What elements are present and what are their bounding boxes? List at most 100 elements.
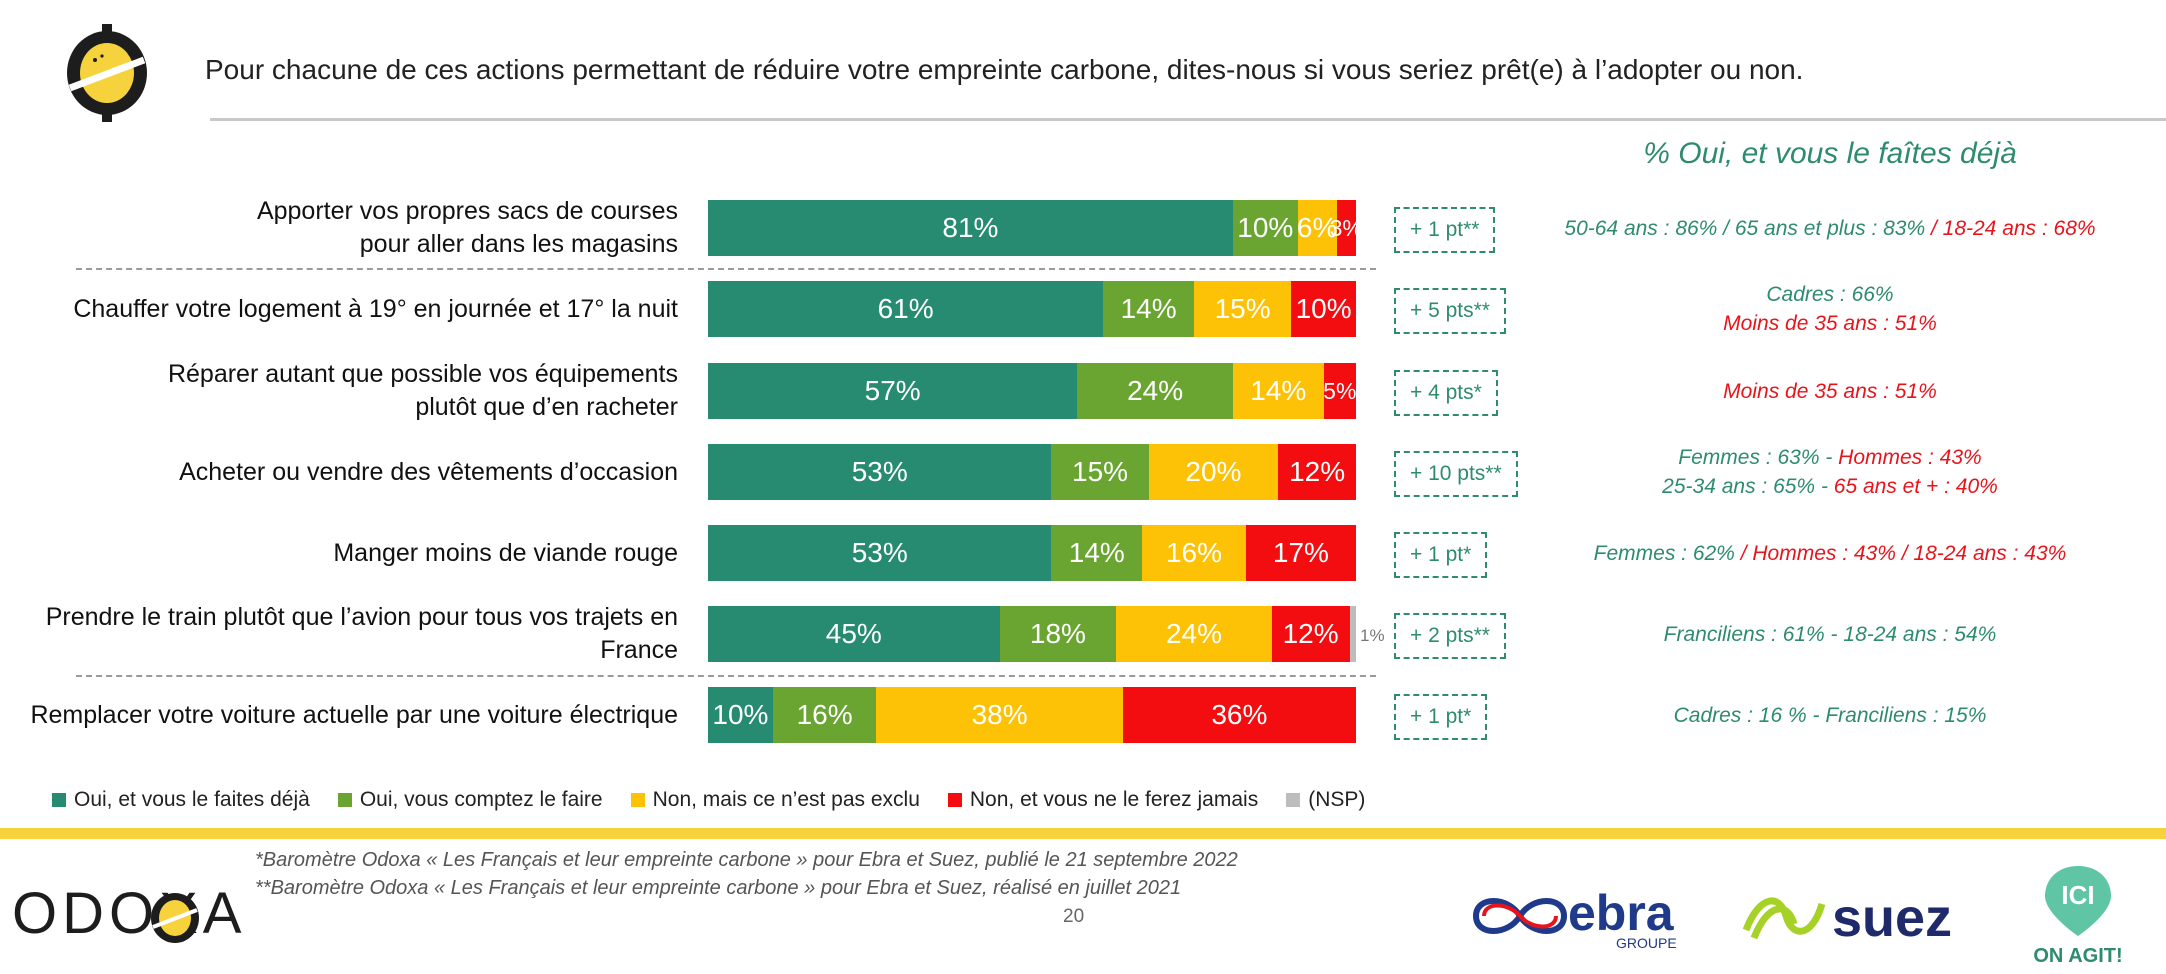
odoxa-badge-logo: [67, 24, 147, 122]
trend-delta-box: + 10 pts**: [1394, 451, 1518, 497]
bar-segment: 6%: [1297, 200, 1337, 256]
bar-segment: 10%: [1291, 281, 1356, 337]
segment-note-line: Femmes : 62% / Hommes : 43% / 18-24 ans …: [1540, 539, 2120, 568]
bar-value-label: 10%: [1295, 293, 1352, 324]
segment-note: 50-64 ans : 86% / 65 ans et plus : 83% /…: [1540, 214, 2120, 243]
segment-note-part: Cadres : 66%: [1766, 283, 1894, 306]
row-label-line: Acheter ou vendre des vêtements d’occasi…: [179, 457, 678, 486]
bar-track: 45% 18% 24% 12%: [708, 606, 1356, 662]
legend-label: Non, et vous ne le ferez jamais: [969, 788, 1259, 811]
bar-value-label: 53%: [851, 537, 908, 568]
bar-segment: 24%: [1077, 363, 1233, 419]
trend-delta-box: + 1 pt*: [1394, 694, 1488, 740]
title-divider: [210, 118, 2166, 121]
segment-note-part: Cadres : 16 % - Franciliens : 15%: [1673, 703, 1987, 727]
segment-note-line: Franciliens : 61% - 18-24 ans : 54%: [1540, 620, 2120, 649]
bar-segment: 18%: [999, 606, 1117, 662]
bar-value-label: 3%: [1329, 214, 1363, 241]
bar-value-label: 36%: [1211, 699, 1268, 730]
bar-value-label: 10%: [712, 699, 769, 730]
segment-note-line: 25-34 ans : 65% - 65 ans et + : 40%: [1540, 472, 2120, 501]
row-label: Apporter vos propres sacs de courses pour…: [257, 195, 678, 261]
bar-value-label: 53%: [851, 456, 908, 487]
bar-track: 53% 15% 20% 12%: [708, 444, 1356, 500]
row-label-line: plutôt que d’en racheter: [415, 393, 678, 421]
segment-note-part: Femmes : 62%: [1593, 541, 1741, 565]
nsp-value-label: 1%: [1360, 626, 1385, 645]
segment-note: Femmes : 62% / Hommes : 43% / 18-24 ans …: [1540, 539, 2120, 568]
bar-segment: 12%: [1271, 606, 1350, 662]
legend-swatch: [52, 793, 66, 807]
segment-note-line: Cadres : 66%: [1540, 280, 2120, 309]
trend-delta-box: + 5 pts**: [1394, 288, 1506, 334]
row-label-line: Apporter vos propres sacs de courses: [256, 197, 678, 225]
bar-value-label: 12%: [1289, 456, 1346, 487]
segment-note-part: Moins de 35 ans : 51%: [1723, 312, 1937, 335]
page-title: Pour chacune de ces actions permettant d…: [205, 54, 1804, 85]
bar-track: 81% 10% 6% 3%: [708, 200, 1363, 256]
legend-label: Non, mais ce n’est pas exclu: [652, 788, 920, 811]
segment-note-part: Femmes : 63% -: [1678, 446, 1839, 469]
ici-on-agit-logo: ICI ON AGIT!: [2033, 866, 2123, 966]
footnote-1: *Baromètre Odoxa « Les Français et leur …: [255, 849, 1238, 871]
suez-wordmark: suez: [1832, 888, 1952, 948]
legend-item: Oui, vous comptez le faire: [337, 788, 603, 812]
bar-value-label: 38%: [971, 699, 1028, 730]
trend-delta-box: + 4 pts*: [1394, 370, 1498, 416]
bar-value-label: 10%: [1237, 212, 1294, 243]
odoxa-wordmark-logo: ODOXA: [12, 881, 247, 946]
bar-segment: 53%: [708, 444, 1052, 500]
segment-note-part: / Hommes : 43% / 18-24 ans : 43%: [1740, 541, 2067, 565]
bar-track: 53% 14% 16% 17%: [708, 525, 1356, 581]
bar-segment: 20%: [1148, 444, 1279, 500]
bar-value-label: 14%: [1120, 293, 1177, 324]
ebra-logo: ebra GROUPE: [1472, 885, 1677, 951]
segment-note-part: Hommes : 43%: [1838, 446, 1982, 469]
bar-segment: 15%: [1051, 444, 1149, 500]
row-label-line: pour aller dans les magasins: [359, 230, 678, 258]
segment-note: Franciliens : 61% - 18-24 ans : 54%: [1540, 620, 2120, 649]
bar-segment: 24%: [1116, 606, 1272, 662]
suez-logo: suez: [1742, 888, 1952, 948]
bar-segment: 17%: [1245, 525, 1356, 581]
bar-segment: [1349, 606, 1356, 662]
bar-value-label: 14%: [1068, 537, 1125, 568]
segment-note-line: Moins de 35 ans : 51%: [1540, 309, 2120, 338]
bar-track: 10% 16% 38% 36%: [708, 687, 1356, 743]
bar-value-label: 57%: [864, 375, 921, 406]
segment-note-part: 25-34 ans : 65% -: [1662, 475, 1834, 498]
bar-value-label: 16%: [1165, 537, 1223, 568]
segment-note-part: Moins de 35 ans : 51%: [1723, 379, 1937, 403]
row-label: Prendre le train plutôt que l’avion pour…: [46, 601, 678, 667]
legend-swatch: [947, 793, 962, 807]
ebra-wordmark: ebra: [1568, 885, 1675, 941]
bar-value-label: 5%: [1323, 377, 1357, 404]
segment-note-line: Moins de 35 ans : 51%: [1540, 377, 2120, 406]
row-label: Réparer autant que possible vos équipeme…: [168, 358, 678, 424]
footnote-2: **Baromètre Odoxa « Les Français et leur…: [255, 877, 1182, 899]
legend-label: Oui, vous comptez le faire: [359, 788, 603, 811]
segment-note: Cadres : 16 % - Franciliens : 15%: [1540, 701, 2120, 730]
row-label: Remplacer votre voiture actuelle par une…: [30, 699, 678, 732]
legend-item: Non, et vous ne le ferez jamais: [947, 788, 1259, 812]
legend-label: Oui, et vous le faites déjà: [74, 788, 310, 811]
page-number: 20: [1063, 906, 1085, 927]
right-column-header: % Oui, et vous le faîtes déjà: [1643, 137, 2017, 170]
bar-value-label: 15%: [1214, 293, 1271, 324]
row-label-line: Réparer autant que possible vos équipeme…: [167, 360, 678, 388]
row-label: Chauffer votre logement à 19° en journée…: [73, 293, 678, 326]
dashed-separator: [76, 268, 1376, 270]
row-label: Acheter ou vendre des vêtements d’occasi…: [179, 456, 678, 489]
segment-note: Moins de 35 ans : 51%: [1540, 377, 2120, 406]
row-label-line: Manger moins de viande rouge: [333, 538, 678, 567]
bar-segment: 12%: [1278, 444, 1356, 500]
row-label: Manger moins de viande rouge: [333, 537, 678, 570]
bar-value-label: 24%: [1127, 375, 1184, 406]
bar-segment: 45%: [708, 606, 1000, 662]
bar-value-label: 14%: [1250, 375, 1307, 406]
bar-value-label: 17%: [1272, 537, 1329, 568]
legend-label: (NSP): [1308, 788, 1366, 811]
yellow-footer-band: [0, 828, 2166, 839]
legend-item: Non, mais ce n’est pas exclu: [630, 788, 920, 812]
bar-segment: 81%: [708, 200, 1233, 256]
